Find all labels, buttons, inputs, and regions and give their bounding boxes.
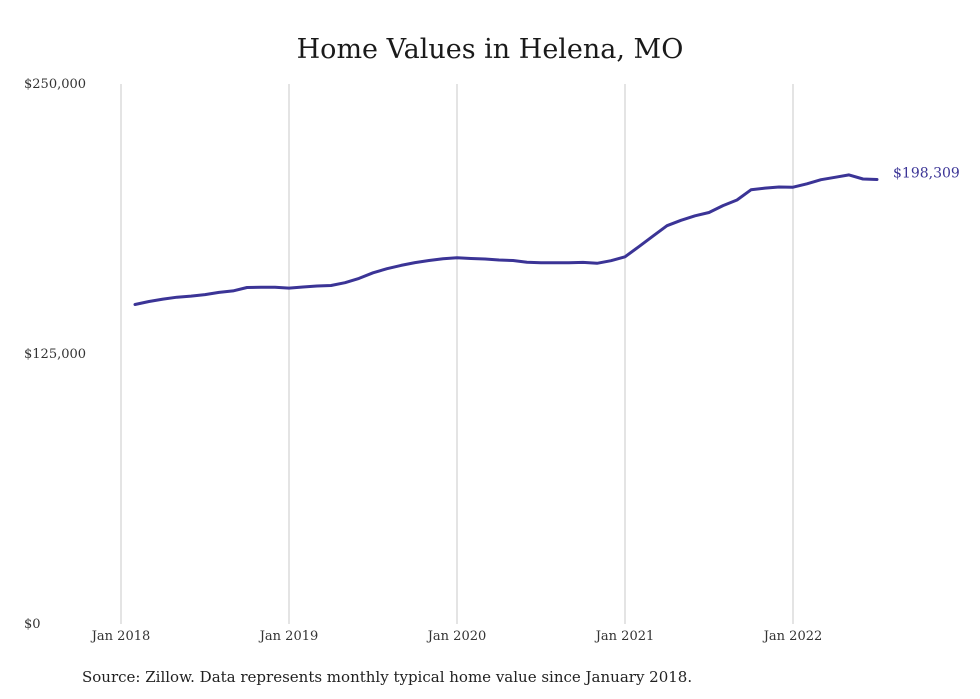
y-tick-label: $250,000	[24, 77, 86, 92]
source-note: Source: Zillow. Data represents monthly …	[82, 668, 693, 686]
x-axis-ticks: Jan 2018 Jan 2019 Jan 2020 Jan 2021 Jan 2022	[90, 629, 823, 644]
y-tick-label: $125,000	[24, 347, 86, 362]
x-tick-label: Jan 2020	[426, 629, 487, 644]
latest-value-label: $198,309	[893, 165, 960, 181]
x-tick-label: Jan 2018	[90, 629, 151, 644]
y-axis-ticks: $0 $125,000 $250,000	[24, 77, 86, 632]
x-tick-label: Jan 2019	[258, 629, 319, 644]
x-tick-label: Jan 2022	[762, 629, 823, 644]
y-tick-label: $0	[24, 617, 41, 632]
chart-title: Home Values in Helena, MO	[296, 34, 684, 65]
home-value-line	[133, 173, 879, 306]
x-tick-label: Jan 2021	[594, 629, 655, 644]
grid-lines	[120, 84, 794, 624]
